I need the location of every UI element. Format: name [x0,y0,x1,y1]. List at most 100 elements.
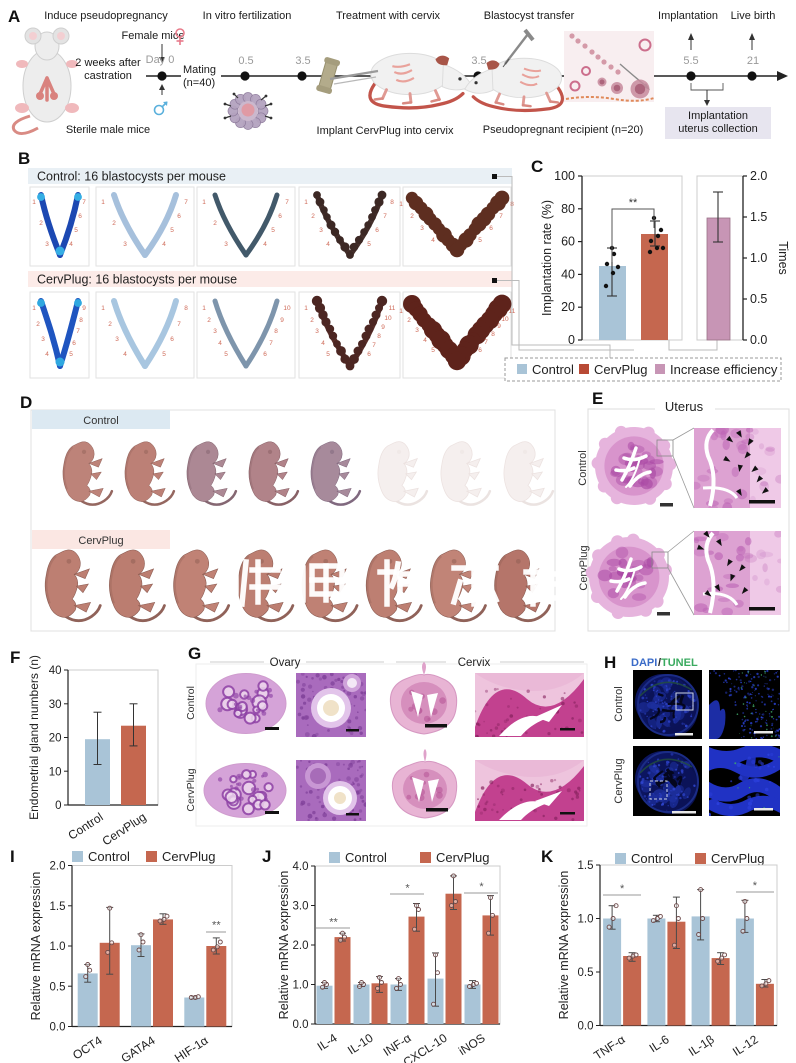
svg-text:E: E [592,390,603,408]
svg-text:0: 0 [568,333,575,347]
svg-text:G: G [188,644,201,663]
svg-text:4: 4 [326,241,330,248]
svg-text:CervPlug: CervPlug [436,850,489,865]
svg-text:6: 6 [170,336,174,343]
svg-text:8: 8 [390,199,394,206]
svg-text:In vitro fertilization: In vitro fertilization [203,10,292,22]
svg-text:0.0: 0.0 [578,1021,594,1033]
svg-text:1: 1 [101,199,105,206]
svg-text:1: 1 [202,305,206,312]
svg-text:0: 0 [55,800,61,812]
svg-text:**: ** [629,197,638,209]
svg-text:IL-6: IL-6 [647,1032,672,1055]
svg-text:Induce pseudopregnancy: Induce pseudopregnancy [44,10,168,22]
svg-text:0.0: 0.0 [293,1019,309,1031]
svg-text:9: 9 [82,305,86,312]
svg-text:6: 6 [375,227,379,234]
svg-text:2: 2 [108,321,112,328]
svg-text:6: 6 [78,213,82,220]
svg-text:6: 6 [72,340,76,347]
svg-text:Live birth: Live birth [731,10,776,22]
svg-text:1.5: 1.5 [750,210,767,224]
svg-text:5: 5 [162,351,166,358]
svg-text:Uterus: Uterus [665,399,704,414]
svg-text:0.5: 0.5 [50,981,66,993]
svg-text:4: 4 [123,351,127,358]
svg-text:8: 8 [79,317,83,324]
svg-text:6: 6 [367,351,371,358]
svg-text:B: B [18,150,30,168]
svg-text:Implant CervPlug into cervix: Implant CervPlug into cervix [317,125,454,137]
svg-text:2.0: 2.0 [293,940,309,952]
svg-text:3: 3 [45,241,49,248]
svg-text:1: 1 [304,199,308,206]
svg-text:Relative mRNA expression: Relative mRNA expression [277,871,291,1020]
svg-text:CervPlug: CervPlug [78,535,123,547]
svg-text:0.0: 0.0 [50,1022,66,1034]
svg-text:10: 10 [384,315,392,322]
svg-text:11: 11 [389,305,396,312]
svg-text:5: 5 [326,351,330,358]
svg-text:DAPI: DAPI [631,657,657,669]
svg-text:CervPlug: CervPlug [711,851,764,866]
svg-text:uterus collection: uterus collection [678,123,758,135]
svg-text:K: K [541,847,554,866]
svg-text:2: 2 [207,317,211,324]
svg-text:3.5: 3.5 [295,55,310,67]
svg-text:2: 2 [39,220,43,227]
svg-text:iNOS: iNOS [456,1031,488,1058]
svg-text:6: 6 [478,347,482,354]
svg-text:A: A [8,7,20,26]
svg-text:3: 3 [420,225,424,232]
svg-text:8: 8 [274,328,278,335]
svg-text:Increase efficiency: Increase efficiency [670,362,778,377]
svg-text:Control: Control [532,362,574,377]
svg-text:1.0: 1.0 [50,941,66,953]
svg-text:2.0: 2.0 [750,169,767,183]
svg-text:3: 3 [213,328,217,335]
svg-text:7: 7 [82,199,86,206]
svg-text:1.5: 1.5 [578,860,594,872]
svg-text:TUNEL: TUNEL [661,657,698,669]
svg-text:Relative mRNA expression: Relative mRNA expression [557,871,571,1020]
svg-text:1.5: 1.5 [50,901,66,913]
svg-text:D: D [20,393,32,412]
svg-text:80: 80 [561,202,575,216]
svg-text:IL-12: IL-12 [730,1032,761,1059]
svg-text:Control: Control [88,849,130,864]
svg-text:0.5: 0.5 [750,292,767,306]
svg-text:*: * [405,882,410,894]
svg-text:9: 9 [381,324,385,331]
svg-text:7: 7 [269,340,273,347]
svg-text:Control: 16 blastocysts per mo: Control: 16 blastocysts per mouse [37,170,226,184]
svg-text:*: * [753,880,758,892]
svg-text:Control: Control [613,686,625,721]
svg-text:40: 40 [49,665,62,677]
svg-text:OCT4: OCT4 [70,1033,105,1062]
svg-text:4: 4 [45,351,49,358]
svg-text:3: 3 [415,327,419,334]
svg-text:CervPlug: CervPlug [613,758,625,803]
svg-text:2: 2 [310,317,314,324]
svg-text:IL-10: IL-10 [345,1031,376,1058]
svg-text:1: 1 [399,201,403,208]
svg-text:Treatment with cervix: Treatment with cervix [336,10,441,22]
svg-text:CervPlug: CervPlug [594,362,647,377]
svg-text:5: 5 [224,351,228,358]
svg-text:Relative mRNA expression: Relative mRNA expression [29,872,43,1021]
svg-text:2: 2 [36,321,40,328]
svg-text:Control: Control [185,686,197,720]
svg-text:5: 5 [69,351,73,358]
svg-text:5: 5 [367,241,371,248]
svg-text:Blastocyst transfer: Blastocyst transfer [484,10,575,22]
svg-text:2: 2 [410,213,414,220]
svg-text:21: 21 [747,55,759,67]
svg-text:5: 5 [74,227,78,234]
svg-text:1: 1 [202,199,206,206]
svg-text:IL-1β: IL-1β [686,1032,717,1059]
svg-text:4.0: 4.0 [293,861,309,873]
svg-text:1: 1 [32,305,36,312]
svg-text:**: ** [212,920,221,932]
svg-text:7: 7 [372,342,376,349]
svg-text:Control: Control [631,851,673,866]
